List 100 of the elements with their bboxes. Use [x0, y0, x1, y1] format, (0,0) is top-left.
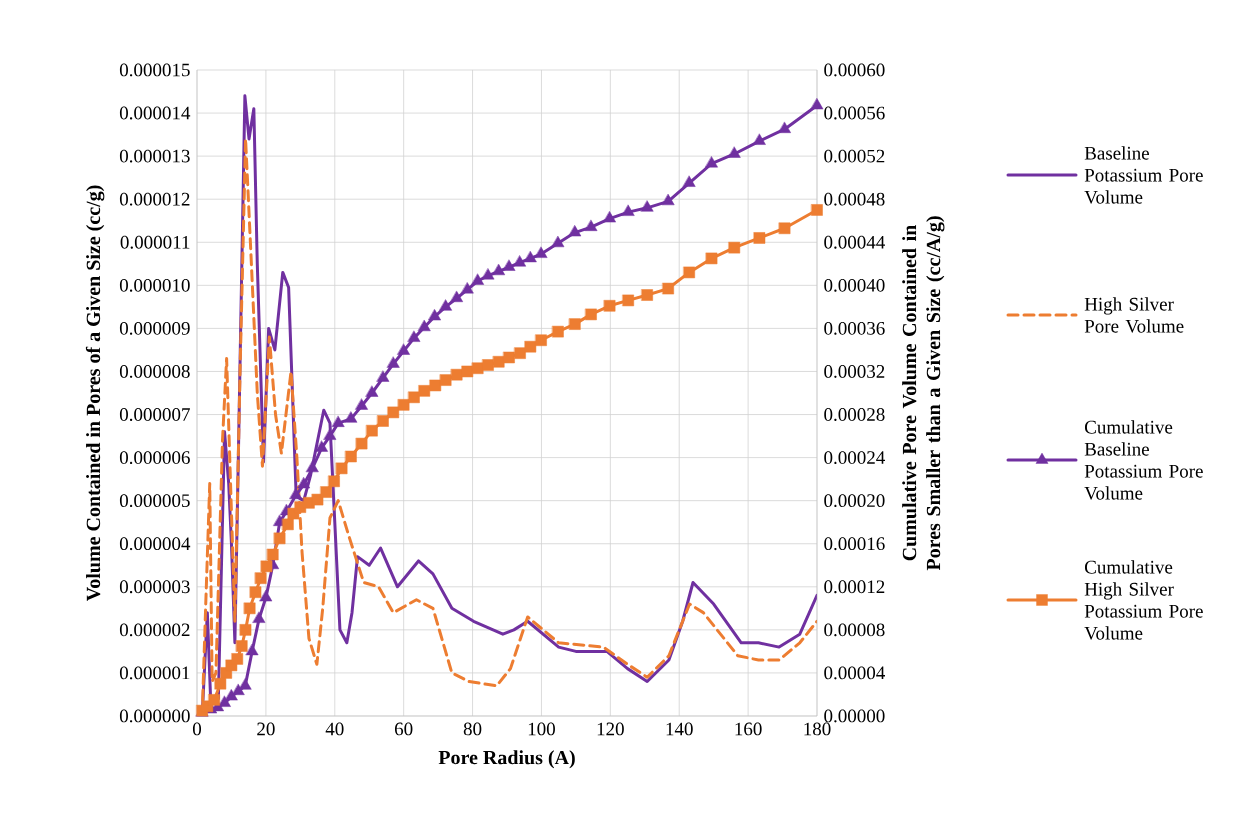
- point: [524, 251, 537, 263]
- point: [397, 399, 410, 411]
- x-tick-label: 140: [666, 722, 693, 736]
- x-tick-label: 180: [804, 722, 831, 736]
- y-tick-label: 0.000000: [119, 709, 190, 723]
- point: [682, 175, 696, 187]
- point: [387, 356, 400, 368]
- point: [661, 194, 675, 206]
- point: [471, 273, 485, 285]
- y-tick-label: 0.000006: [119, 451, 190, 465]
- point: [513, 255, 527, 267]
- point: [267, 548, 279, 561]
- y-tick-label: 0.000004: [119, 537, 191, 551]
- point: [524, 340, 537, 353]
- point: [481, 268, 495, 280]
- point: [245, 644, 259, 656]
- point: [585, 308, 597, 321]
- y2-tick-label: 0.00056: [824, 106, 885, 120]
- point: [450, 291, 464, 302]
- point: [439, 299, 453, 311]
- point: [273, 532, 286, 545]
- point: [778, 222, 791, 235]
- point: [225, 689, 238, 701]
- point: [603, 300, 616, 312]
- point: [236, 640, 248, 652]
- point: [705, 156, 718, 168]
- point: [407, 330, 421, 342]
- point: [778, 121, 791, 133]
- y-tick-label: 0.000002: [119, 623, 190, 637]
- point: [535, 334, 547, 346]
- y-tick-label: 0.000012: [119, 192, 190, 206]
- y-tick-label: 0.000011: [120, 235, 190, 249]
- point: [259, 590, 273, 602]
- legend-label: Cumulative Baseline Potassium Pore Volume: [1084, 420, 1203, 500]
- point: [355, 398, 368, 410]
- point: [297, 477, 311, 489]
- y2-tick-label: 0.00052: [824, 149, 885, 163]
- y2-tick-label: 0.00020: [824, 494, 885, 508]
- x-tick-label: 120: [597, 722, 624, 736]
- point: [621, 204, 635, 216]
- point: [365, 385, 379, 397]
- point: [315, 440, 329, 452]
- point: [502, 259, 516, 271]
- point: [492, 356, 505, 368]
- point: [249, 586, 262, 598]
- point: [323, 428, 337, 440]
- point: [551, 236, 565, 248]
- point: [461, 282, 474, 294]
- y-tick-label: 0.000005: [119, 494, 190, 508]
- x-axis-title: Pore Radius (A): [438, 750, 575, 769]
- y2-axis-title: Cumulative Pore Volume Contained in Pores Smaller than a Given Size (cc/A/g): [902, 216, 945, 571]
- x-tick-label: 20: [257, 722, 275, 736]
- y2-tick-label: 0.00000: [824, 709, 885, 723]
- point: [306, 461, 319, 473]
- point: [728, 146, 741, 158]
- y-axis-title: Volume Contained in Pores of a Given Size (cc/g): [85, 185, 105, 602]
- y2-tick-label: 0.00024: [824, 451, 885, 465]
- point: [450, 368, 463, 381]
- point: [345, 450, 357, 463]
- y-tick-label: 0.000009: [119, 321, 190, 335]
- point: [603, 211, 616, 223]
- point: [810, 98, 824, 110]
- point: [503, 351, 515, 364]
- x-tick-label: 80: [463, 722, 482, 736]
- y-tick-label: 0.000013: [119, 149, 190, 163]
- point: [514, 347, 526, 359]
- x-tick-label: 60: [394, 722, 413, 736]
- point: [728, 241, 741, 254]
- point: [429, 379, 442, 392]
- point: [282, 518, 294, 531]
- point: [569, 318, 581, 330]
- y-tick-label: 0.000015: [119, 63, 190, 77]
- y2-tick-label: 0.00016: [824, 537, 885, 551]
- y2-tick-label: 0.00036: [824, 321, 885, 335]
- x-tick-label: 100: [528, 722, 555, 736]
- point: [344, 411, 358, 423]
- point: [482, 359, 494, 371]
- point: [662, 282, 674, 295]
- point: [366, 424, 378, 437]
- x-tick-label: 160: [735, 722, 762, 736]
- point: [335, 462, 348, 475]
- point: [552, 325, 564, 338]
- point: [397, 343, 410, 355]
- point: [252, 611, 266, 623]
- y2-tick-label: 0.00008: [824, 623, 885, 637]
- y-tick-label: 0.000014: [119, 106, 191, 120]
- point: [331, 415, 345, 427]
- point: [311, 493, 324, 506]
- point: [428, 309, 441, 321]
- y2-tick-label: 0.00028: [824, 408, 885, 421]
- y-tick-label: 0.000008: [119, 365, 190, 378]
- y-tick-label: 0.000001: [119, 666, 190, 680]
- point: [568, 225, 582, 237]
- point: [683, 266, 695, 279]
- point: [320, 486, 332, 498]
- point: [753, 133, 766, 145]
- point: [492, 264, 506, 276]
- y2-tick-label: 0.00004: [824, 666, 885, 680]
- point: [377, 415, 389, 427]
- y2-tick-label: 0.00048: [824, 192, 885, 206]
